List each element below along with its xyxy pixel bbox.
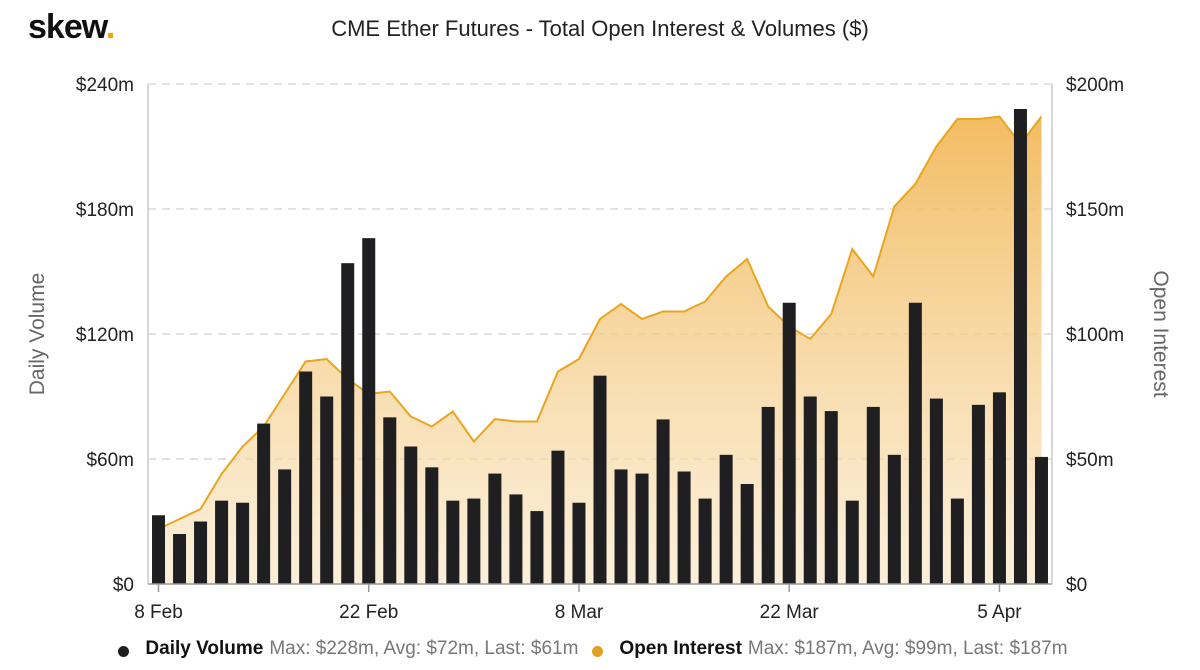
volume-bar[interactable]	[467, 498, 481, 584]
volume-bar[interactable]	[299, 371, 313, 585]
volume-bar[interactable]	[257, 423, 271, 584]
y-right-tick-label: $100m	[1066, 325, 1124, 346]
x-tick-label: 22 Feb	[339, 602, 398, 623]
logo-dot: .	[105, 8, 116, 46]
volume-bar[interactable]	[782, 302, 796, 584]
volume-bar[interactable]	[887, 454, 901, 584]
volume-bar[interactable]	[383, 417, 397, 584]
volume-bar[interactable]	[488, 473, 502, 584]
volume-bar[interactable]	[530, 511, 544, 584]
volume-bar[interactable]	[320, 396, 334, 585]
volume-bar[interactable]	[236, 502, 250, 584]
legend-stats: Max: $228m, Avg: $72m, Last: $61m	[269, 638, 579, 659]
volume-bar[interactable]	[761, 406, 775, 584]
volume-bar[interactable]	[929, 398, 943, 584]
volume-bar[interactable]	[950, 498, 964, 584]
volume-bar[interactable]	[173, 534, 187, 584]
volume-bar[interactable]	[740, 484, 754, 584]
volume-bar[interactable]	[341, 263, 355, 584]
volume-bar[interactable]	[845, 500, 859, 584]
volume-bar[interactable]	[719, 454, 733, 584]
volume-bar[interactable]	[677, 471, 691, 585]
volume-bar[interactable]	[404, 446, 418, 585]
volume-bar[interactable]	[425, 467, 439, 584]
open-interest-area-fill	[158, 116, 1042, 584]
volume-bar[interactable]	[572, 502, 586, 584]
volume-bar[interactable]	[551, 450, 565, 584]
y-right-tick-label: $200m	[1066, 75, 1124, 96]
volume-bar[interactable]	[446, 500, 460, 584]
volume-bar[interactable]	[698, 498, 712, 584]
open-interest-area	[158, 115, 1043, 584]
axes: $0 $0 $60m $50m $120m $100m $180m $150m $240m $20…	[76, 75, 1124, 623]
legend-dot-icon	[118, 645, 130, 657]
y-right-tick-label: $0	[1066, 575, 1087, 596]
y-right-tick-label: $50m	[1066, 450, 1114, 471]
volume-bar[interactable]	[866, 406, 880, 584]
volume-bar[interactable]	[362, 238, 376, 584]
volume-bar[interactable]	[803, 396, 817, 585]
volume-bar[interactable]	[614, 469, 628, 584]
y-left-tick-label: $240m	[76, 75, 134, 96]
y-left-axis-title: Daily Volume	[26, 273, 49, 396]
legend: Daily Volume Max: $228m, Avg: $72m, Last…	[0, 638, 1200, 660]
y-left-tick-label: $180m	[76, 200, 134, 221]
volume-bars	[152, 109, 1048, 584]
legend-item-open-interest[interactable]: Open Interest Max: $187m, Avg: $99m, Las…	[592, 638, 1081, 660]
open-interest-line	[158, 115, 1043, 530]
volume-bar[interactable]	[194, 521, 208, 585]
y-left-tick-label: $120m	[76, 325, 134, 346]
chart-title: CME Ether Futures - Total Open Interest …	[331, 16, 869, 41]
volume-bar[interactable]	[656, 419, 670, 584]
volume-bar[interactable]	[215, 500, 229, 584]
y-right-tick-label: $150m	[1066, 200, 1124, 221]
volume-bar[interactable]	[1013, 109, 1027, 584]
legend-item-daily-volume[interactable]: Daily Volume Max: $228m, Avg: $72m, Last…	[118, 638, 592, 660]
legend-stats: Max: $187m, Avg: $99m, Last: $187m	[747, 638, 1068, 659]
legend-dot-icon	[592, 645, 604, 657]
volume-bar[interactable]	[1034, 456, 1048, 584]
logo-text: skew	[28, 8, 107, 46]
volume-bar[interactable]	[824, 411, 838, 584]
volume-bar[interactable]	[509, 494, 523, 584]
y-left-tick-label: $60m	[86, 450, 134, 471]
volume-bar[interactable]	[278, 469, 292, 584]
volume-bar[interactable]	[593, 375, 607, 584]
x-tick-label: 8 Feb	[134, 602, 183, 623]
volume-bar[interactable]	[635, 473, 649, 584]
legend-label: Open Interest	[619, 638, 742, 659]
volume-bar[interactable]	[152, 515, 166, 584]
x-tick-label: 8 Mar	[555, 602, 604, 623]
x-tick-label: 22 Mar	[760, 602, 820, 623]
legend-label: Daily Volume	[145, 638, 264, 659]
y-right-axis-title: Open Interest	[1149, 270, 1172, 397]
volume-bar[interactable]	[908, 302, 922, 584]
volume-bar[interactable]	[971, 404, 985, 584]
skew-logo: skew.	[28, 8, 116, 47]
x-tick-label: 5 Apr	[977, 602, 1022, 623]
volume-bar[interactable]	[992, 392, 1006, 584]
y-left-tick-label: $0	[113, 575, 134, 596]
